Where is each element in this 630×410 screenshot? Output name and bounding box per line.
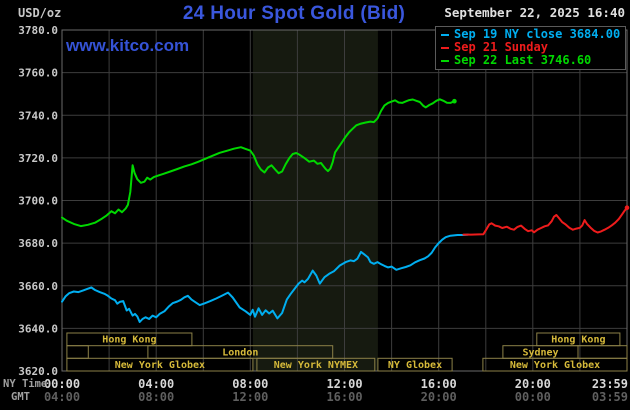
y-tick-label: 3640.0 — [18, 322, 58, 335]
ny-time-tick: 16:00 — [421, 377, 457, 391]
session-label: New York Globex — [510, 360, 600, 371]
legend-dash-icon — [441, 46, 449, 49]
legend-dash-icon — [441, 59, 449, 62]
gmt-tick: 03:59 — [592, 390, 628, 404]
ny-time-tick: 12:00 — [326, 377, 362, 391]
ny-time-tick: 00:00 — [44, 377, 80, 391]
datetime-label: September 22, 2025 16:40 — [444, 5, 625, 20]
legend-item-label: Sep 21 Sunday — [454, 40, 548, 54]
legend-item: Sep 21 Sunday — [441, 41, 625, 54]
page-title: 24 Hour Spot Gold (Bid) — [182, 3, 406, 24]
gmt-axis-label: GMT — [11, 391, 30, 403]
legend-item-label: Sep 22 Last 3746.60 — [454, 53, 592, 67]
y-tick-label: 3780.0 — [18, 24, 58, 37]
gmt-tick: 12:00 — [232, 390, 268, 404]
y-tick-label: 3760.0 — [18, 67, 58, 80]
kitco-watermark-link[interactable]: www.kitco.com — [66, 36, 190, 55]
session-label: New York Globex — [115, 360, 205, 371]
ny-time-tick: 08:00 — [232, 377, 268, 391]
session-label: Hong Kong — [102, 335, 156, 346]
series-end-marker — [624, 205, 630, 210]
session-label: Hong Kong — [551, 335, 605, 346]
y-tick-label: 3740.0 — [18, 109, 58, 122]
gmt-tick: 16:00 — [326, 390, 362, 404]
legend-item-label: Sep 19 NY close 3684.00 — [454, 27, 621, 41]
series-line-sep-21 — [462, 206, 628, 236]
session-label: London — [222, 347, 258, 358]
session-label: Sydney — [522, 347, 558, 358]
series-end-marker — [452, 98, 457, 104]
ny-time-tick: 20:00 — [515, 377, 551, 391]
y-tick-label: 3700.0 — [18, 195, 58, 208]
y-tick-label: 3620.0 — [18, 365, 58, 378]
ny-time-tick: 23:59 — [592, 377, 628, 391]
legend-dash-icon — [441, 33, 449, 36]
gmt-tick: 08:00 — [138, 390, 174, 404]
session-box — [66, 357, 254, 372]
session-box — [482, 357, 628, 372]
session-label: NY Globex — [388, 360, 442, 371]
session-box — [577, 345, 628, 359]
y-tick-label: 3660.0 — [18, 280, 58, 293]
session-box — [66, 345, 89, 359]
ny-time-axis-label: NY Time — [3, 378, 48, 390]
legend-item: Sep 19 NY close 3684.00 — [441, 28, 625, 41]
session-label: New York NYMEX — [274, 360, 358, 371]
legend-box: Sep 19 NY close 3684.00 Sep 21 Sunday Sep … — [435, 26, 626, 70]
series-line-sep-22 — [61, 98, 456, 228]
y-tick-label: 3680.0 — [18, 237, 58, 250]
session-box — [256, 357, 376, 372]
gmt-tick: 04:00 — [44, 390, 80, 404]
y-axis-unit-label: USD/oz — [18, 6, 62, 20]
session-box — [377, 357, 453, 372]
y-tick-label: 3720.0 — [18, 152, 58, 165]
gmt-tick: 00:00 — [515, 390, 551, 404]
gmt-tick: 20:00 — [421, 390, 457, 404]
session-box — [66, 332, 193, 347]
legend-item: Sep 22 Last 3746.60 — [441, 54, 625, 67]
ny-time-tick: 04:00 — [138, 377, 174, 391]
series-line-sep-19 — [61, 233, 470, 323]
